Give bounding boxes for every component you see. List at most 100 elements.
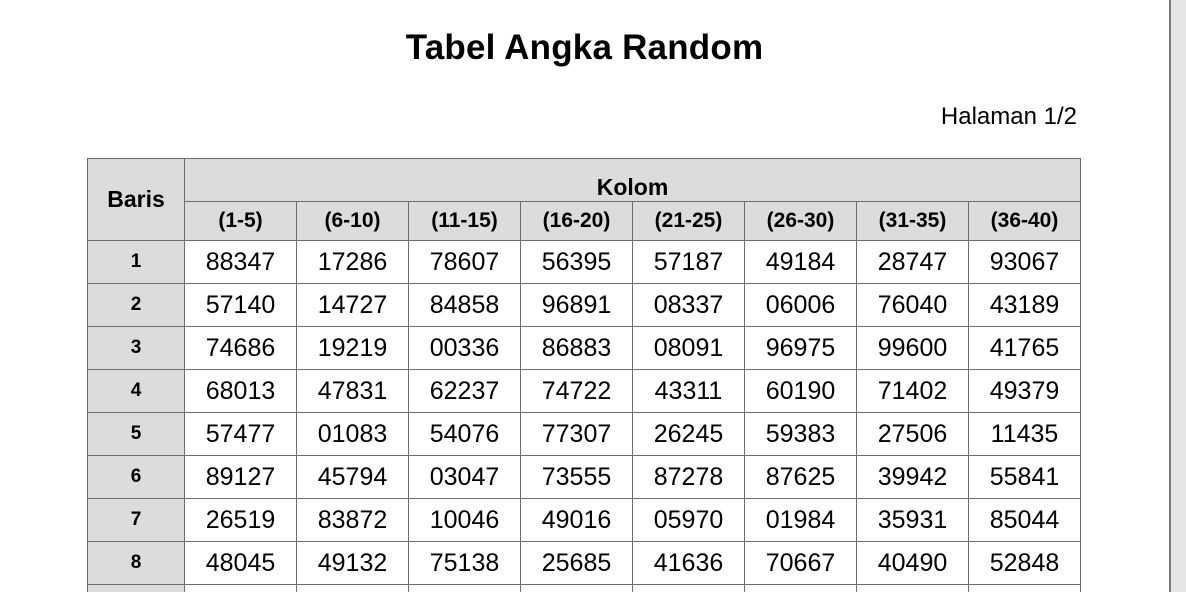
random-number-table: Baris Kolom (1-5) (6-10) (11-15) (16-20) (21… <box>87 158 1081 592</box>
column-range-header: (16-20) <box>520 201 633 241</box>
table-cell: 28747 <box>856 240 969 284</box>
table-cell: 39942 <box>856 455 969 499</box>
page-number-label: Halaman 1/2 <box>940 103 1077 130</box>
table-cell: 00336 <box>408 326 521 370</box>
table-cell: 88347 <box>184 240 297 284</box>
column-range-row: (1-5) (6-10) (11-15) (16-20) (21-25) (26-30)(… <box>88 201 1081 241</box>
table-cell: 43311 <box>632 369 745 413</box>
table-row: 8 48045 49132 75138 25685 41636 70667 40490 5284… <box>87 541 1081 585</box>
table-cell: 17286 <box>296 240 409 284</box>
column-range-header: (31-35) <box>856 201 969 241</box>
table-cell <box>968 584 1081 592</box>
table-cell: 40490 <box>856 541 969 585</box>
table-cell: 96975 <box>744 326 857 370</box>
table-cell <box>520 584 633 592</box>
table-cell: 49379 <box>968 369 1081 413</box>
table-cell: 43189 <box>968 283 1081 327</box>
table-cell: 45794 <box>296 455 409 499</box>
table-row: 1 88347 17286 78607 56395 57187 49184 28747 9306… <box>87 240 1081 284</box>
table-cell: 96891 <box>520 283 633 327</box>
table-cell <box>744 584 857 592</box>
column-range-header: (1-5) <box>184 201 297 241</box>
table-cell: 47831 <box>296 369 409 413</box>
table-cell: 49016 <box>520 498 633 542</box>
table-cell: 76040 <box>856 283 969 327</box>
table-cell: 93067 <box>968 240 1081 284</box>
table-cell: 75138 <box>408 541 521 585</box>
table-cell: 26519 <box>184 498 297 542</box>
table-cell: 27506 <box>856 412 969 456</box>
table-cell: 55841 <box>968 455 1081 499</box>
table-cell <box>296 584 409 592</box>
table-cell: 01083 <box>296 412 409 456</box>
row-number <box>87 584 185 592</box>
table-row: 3 74686 19219 00336 86883 08091 96975 99600 4176… <box>87 326 1081 370</box>
table-cell: 56395 <box>520 240 633 284</box>
row-number: 7 <box>87 498 185 542</box>
page-edge-shadow <box>1169 0 1171 592</box>
table-cell: 05970 <box>632 498 745 542</box>
table-cell: 49132 <box>296 541 409 585</box>
row-number: 1 <box>87 240 185 284</box>
table-cell: 54076 <box>408 412 521 456</box>
table-cell: 77307 <box>520 412 633 456</box>
table-cell: 85044 <box>968 498 1081 542</box>
table-cell: 52848 <box>968 541 1081 585</box>
table-row: 5 57477 01083 54076 77307 26245 59383 27506 1143… <box>87 412 1081 456</box>
table-cell: 03047 <box>408 455 521 499</box>
table-cell: 35931 <box>856 498 969 542</box>
table-cell: 78607 <box>408 240 521 284</box>
table-cell: 87625 <box>744 455 857 499</box>
column-range-header: (11-15) <box>408 201 521 241</box>
table-cell: 60190 <box>744 369 857 413</box>
table-cell: 99600 <box>856 326 969 370</box>
column-range-header: (21-25) <box>632 201 745 241</box>
table-row: 2 57140 14727 84858 96891 08337 06006 76040 4318… <box>87 283 1081 327</box>
table-cell <box>632 584 745 592</box>
table-cell: 57140 <box>184 283 297 327</box>
table-row: 6 89127 45794 03047 73555 87278 87625 39942 5584… <box>87 455 1081 499</box>
table-cell: 06006 <box>744 283 857 327</box>
table-cell: 41765 <box>968 326 1081 370</box>
row-number: 5 <box>87 412 185 456</box>
column-range-header: (36-40) <box>968 201 1081 241</box>
table-cell: 26245 <box>632 412 745 456</box>
table-cell: 14727 <box>296 283 409 327</box>
table-row: 4 68013 47831 62237 74722 43311 60190 71402 4937… <box>87 369 1081 413</box>
table-cell: 25685 <box>520 541 633 585</box>
table-cell: 49184 <box>744 240 857 284</box>
column-range-header: (6-10) <box>296 201 409 241</box>
table-row-cutoff <box>87 584 1081 592</box>
row-number: 4 <box>87 369 185 413</box>
column-group-header: Kolom <box>184 158 1081 202</box>
table-row: 7 26519 83872 10046 49016 05970 01984 35931 8504… <box>87 498 1081 542</box>
table-cell: 84858 <box>408 283 521 327</box>
row-number: 2 <box>87 283 185 327</box>
column-range-header: (26-30) <box>744 201 857 241</box>
table-cell: 74722 <box>520 369 633 413</box>
table-cell: 08091 <box>632 326 745 370</box>
table-cell: 10046 <box>408 498 521 542</box>
table-cell: 87278 <box>632 455 745 499</box>
table-cell: 89127 <box>184 455 297 499</box>
table-cell: 57187 <box>632 240 745 284</box>
table-cell <box>408 584 521 592</box>
table-cell <box>184 584 297 592</box>
table-cell: 70667 <box>744 541 857 585</box>
row-number: 3 <box>87 326 185 370</box>
table-cell: 01984 <box>744 498 857 542</box>
row-number: 8 <box>87 541 185 585</box>
table-cell <box>856 584 969 592</box>
table-cell: 57477 <box>184 412 297 456</box>
row-header: Baris <box>87 158 185 241</box>
page-title: Tabel Angka Random <box>405 28 764 67</box>
table-body: 1 88347 17286 78607 56395 57187 49184 28747 9306… <box>87 240 1081 592</box>
table-cell: 19219 <box>296 326 409 370</box>
table-cell: 83872 <box>296 498 409 542</box>
table-cell: 71402 <box>856 369 969 413</box>
table-cell: 11435 <box>968 412 1081 456</box>
table-cell: 08337 <box>632 283 745 327</box>
table-cell: 73555 <box>520 455 633 499</box>
table-cell: 62237 <box>408 369 521 413</box>
